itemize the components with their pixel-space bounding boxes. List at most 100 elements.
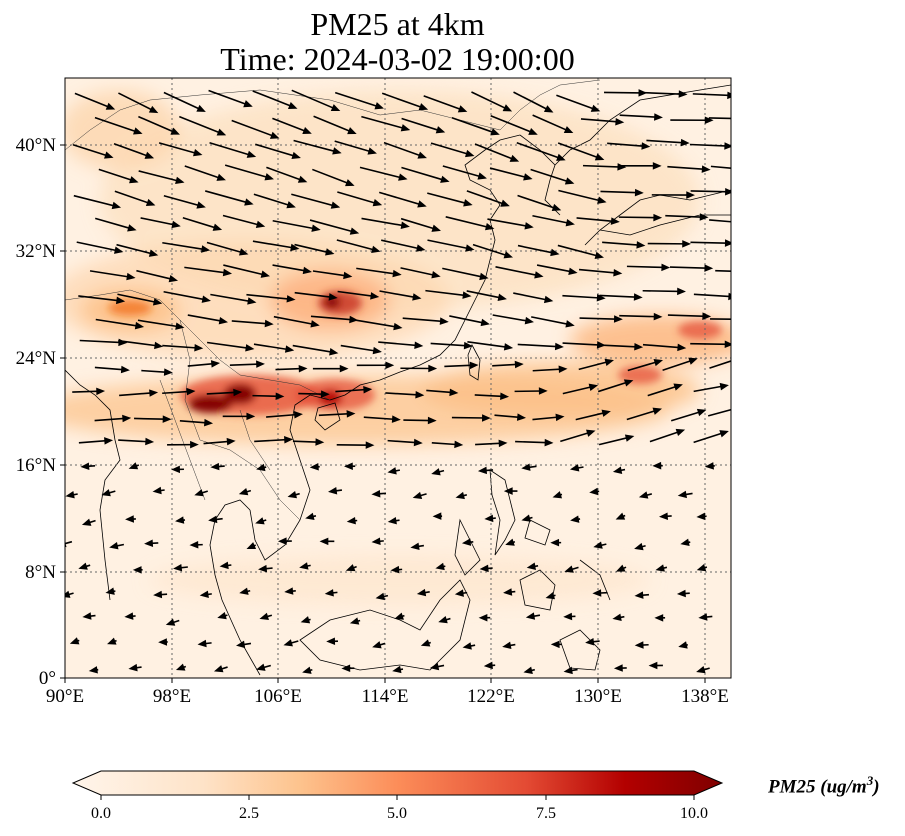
wind-arrow-head xyxy=(461,538,472,546)
wind-arrow-head xyxy=(634,542,644,551)
wind-arrow-head xyxy=(612,613,622,621)
wind-arrow-shaft xyxy=(72,390,100,393)
wind-arrow-head xyxy=(659,512,669,520)
wind-arrow-head xyxy=(638,89,648,97)
wind-arrow-shaft xyxy=(74,92,111,109)
wind-arrow-shaft xyxy=(222,214,261,227)
wind-arrow-head xyxy=(372,641,382,649)
wind-arrow-shaft xyxy=(291,89,336,110)
wind-arrow-head xyxy=(412,293,422,301)
wind-arrow-head xyxy=(696,512,706,521)
wind-arrow-head xyxy=(727,91,731,100)
wind-arrow-shaft xyxy=(626,265,665,269)
wind-arrow-head xyxy=(124,612,134,620)
wind-arrow-shaft xyxy=(253,343,290,351)
wind-arrow-head xyxy=(375,592,385,601)
wind-arrow-shaft xyxy=(532,368,563,372)
wind-arrow-head xyxy=(427,416,437,425)
wind-arrow-shaft xyxy=(254,438,288,443)
wind-arrow-head xyxy=(534,271,544,279)
wind-arrow-head xyxy=(505,538,515,546)
wind-arrow-head xyxy=(696,563,707,572)
wind-arrow-shaft xyxy=(466,290,502,299)
x-tick-label: 90°E xyxy=(46,686,84,707)
wind-arrow-head xyxy=(463,199,473,207)
wind-arrow-head xyxy=(256,463,266,472)
wind-arrow-head xyxy=(324,589,334,597)
wind-arrow-shaft xyxy=(334,140,373,153)
wind-arrow-shaft xyxy=(163,91,202,111)
colorbar-tick-label: 5.0 xyxy=(387,805,407,822)
wind-arrow-head xyxy=(502,641,512,650)
wind-arrow-head xyxy=(65,490,75,499)
wind-arrow-head xyxy=(145,198,156,207)
wind-arrow-shaft xyxy=(273,315,315,326)
wind-arrow-head xyxy=(465,244,475,252)
wind-arrow-head xyxy=(400,124,411,132)
map-frame xyxy=(64,77,732,679)
wind-arrow-shaft xyxy=(206,241,244,254)
y-tick-label: 8°N xyxy=(25,562,56,583)
wind-arrow-head xyxy=(385,361,395,370)
wind-arrow-shaft xyxy=(449,315,485,324)
wind-arrow-head xyxy=(696,408,707,417)
wind-arrow-shaft xyxy=(430,342,468,347)
wind-arrow-head xyxy=(593,541,603,549)
wind-arrow-head xyxy=(297,175,308,183)
wind-arrow-head xyxy=(173,563,183,572)
wind-arrow-shaft xyxy=(401,166,445,182)
wind-arrow-shaft xyxy=(356,267,397,275)
wind-arrow-head xyxy=(654,113,663,121)
wind-arrow-head xyxy=(246,412,256,421)
wind-arrow-shaft xyxy=(76,241,119,252)
wind-arrow-shaft xyxy=(425,289,467,297)
wind-arrow-head xyxy=(255,517,265,525)
y-tick-label: 32°N xyxy=(16,241,57,262)
wind-arrow-head xyxy=(698,613,708,621)
wind-arrow-head xyxy=(260,270,271,278)
wind-arrow-shaft xyxy=(600,190,639,194)
wind-arrow-head xyxy=(678,641,688,649)
wind-arrow-head xyxy=(283,639,293,647)
wind-arrow-head xyxy=(523,173,533,181)
wind-arrow-head xyxy=(319,537,329,546)
wind-arrow-head xyxy=(127,224,137,232)
wind-arrow-head xyxy=(345,179,355,187)
wind-arrow-shaft xyxy=(400,217,437,231)
wind-arrow-head xyxy=(543,105,554,113)
wind-arrow-head xyxy=(277,537,287,545)
wind-arrow-head xyxy=(300,616,311,624)
wind-arrow-head xyxy=(259,612,269,620)
y-tick-label: 24°N xyxy=(16,348,57,369)
wind-arrow-shaft xyxy=(224,164,270,179)
wind-arrow-head xyxy=(677,490,687,499)
wind-arrow-shaft xyxy=(693,385,724,393)
wind-arrow-shaft xyxy=(693,431,725,444)
wind-arrow-head xyxy=(144,539,154,547)
wind-arrow-head xyxy=(570,464,580,472)
wind-arrow-shaft xyxy=(490,115,534,134)
colorbar-tick-label: 0.0 xyxy=(91,805,111,822)
wind-arrow-shaft xyxy=(210,293,252,303)
wind-arrow-head xyxy=(145,437,155,446)
wind-arrow-head xyxy=(392,665,402,674)
wind-arrow-head xyxy=(126,272,136,281)
wind-arrow-head xyxy=(746,167,753,173)
wind-arrow-head xyxy=(216,128,227,136)
wind-arrow-head xyxy=(477,466,487,475)
wind-arrow-shaft xyxy=(560,431,591,443)
wind-arrow-shaft xyxy=(312,168,350,185)
wind-arrow-head xyxy=(410,542,420,551)
wind-arrow-shaft xyxy=(494,414,521,419)
wind-arrow-head xyxy=(418,103,429,111)
wind-arrow-shaft xyxy=(558,189,602,202)
wind-arrow-head xyxy=(677,343,687,352)
wind-arrow-shaft xyxy=(562,342,601,346)
wind-arrow-head xyxy=(212,223,223,231)
wind-arrow-shaft xyxy=(618,216,657,219)
wind-arrow-head xyxy=(222,268,233,277)
wind-arrow-head xyxy=(680,538,690,547)
wind-arrow-shaft xyxy=(427,239,470,250)
wind-arrow-head xyxy=(219,561,229,570)
wind-arrow-head xyxy=(374,102,384,110)
